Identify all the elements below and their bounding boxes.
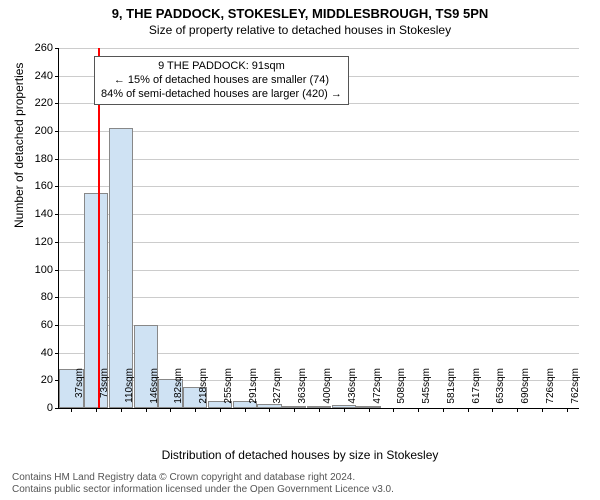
- y-tick-mark: [55, 408, 59, 409]
- chart-title-primary: 9, THE PADDOCK, STOKESLEY, MIDDLESBROUGH…: [0, 0, 600, 21]
- x-tick-mark: [121, 408, 122, 412]
- y-tick-mark: [55, 353, 59, 354]
- x-tick-mark: [96, 408, 97, 412]
- y-tick-label: 240: [23, 70, 53, 82]
- x-tick-mark: [492, 408, 493, 412]
- y-tick-label: 0: [23, 402, 53, 414]
- y-tick-label: 40: [23, 347, 53, 359]
- y-tick-label: 20: [23, 374, 53, 386]
- y-tick-mark: [55, 103, 59, 104]
- y-tick-label: 120: [23, 236, 53, 248]
- x-tick-mark: [542, 408, 543, 412]
- annotation-box: 9 THE PADDOCK: 91sqm← 15% of detached ho…: [94, 56, 349, 105]
- chart-container: 9, THE PADDOCK, STOKESLEY, MIDDLESBROUGH…: [0, 0, 600, 500]
- x-tick-mark: [146, 408, 147, 412]
- y-tick-label: 160: [23, 180, 53, 192]
- y-tick-mark: [55, 214, 59, 215]
- y-tick-label: 100: [23, 264, 53, 276]
- x-tick-label: 472sqm: [372, 368, 383, 412]
- x-tick-mark: [220, 408, 221, 412]
- annotation-line-1: 9 THE PADDOCK: 91sqm: [101, 60, 342, 74]
- gridline: [59, 270, 579, 271]
- x-tick-mark: [245, 408, 246, 412]
- y-tick-mark: [55, 131, 59, 132]
- y-tick-label: 80: [23, 291, 53, 303]
- gridline: [59, 131, 579, 132]
- y-tick-mark: [55, 325, 59, 326]
- footer-line-2: Contains public sector information licen…: [12, 484, 394, 496]
- x-tick-mark: [567, 408, 568, 412]
- y-axis-label: Number of detached properties: [12, 63, 26, 228]
- gridline: [59, 48, 579, 49]
- x-tick-mark: [517, 408, 518, 412]
- x-tick-mark: [269, 408, 270, 412]
- histogram-bar: [109, 128, 133, 408]
- chart-area: 02040608010012014016018020022024026037sq…: [58, 48, 578, 408]
- x-tick-mark: [393, 408, 394, 412]
- x-tick-mark: [468, 408, 469, 412]
- gridline: [59, 186, 579, 187]
- x-tick-label: 762sqm: [570, 368, 581, 412]
- x-tick-mark: [71, 408, 72, 412]
- y-tick-mark: [55, 297, 59, 298]
- x-tick-mark: [170, 408, 171, 412]
- y-tick-label: 60: [23, 319, 53, 331]
- x-tick-mark: [344, 408, 345, 412]
- gridline: [59, 297, 579, 298]
- y-tick-mark: [55, 242, 59, 243]
- y-tick-label: 200: [23, 125, 53, 137]
- x-tick-label: 581sqm: [446, 368, 457, 412]
- footer-attribution: Contains HM Land Registry data © Crown c…: [12, 472, 394, 496]
- y-tick-mark: [55, 48, 59, 49]
- y-tick-mark: [55, 76, 59, 77]
- y-tick-label: 140: [23, 208, 53, 220]
- y-tick-mark: [55, 159, 59, 160]
- footer-line-1: Contains HM Land Registry data © Crown c…: [12, 472, 394, 484]
- x-tick-mark: [195, 408, 196, 412]
- x-tick-label: 690sqm: [520, 368, 531, 412]
- x-axis-label: Distribution of detached houses by size …: [0, 448, 600, 462]
- x-tick-label: 545sqm: [421, 368, 432, 412]
- plot-region: 02040608010012014016018020022024026037sq…: [58, 48, 579, 409]
- x-tick-label: 653sqm: [495, 368, 506, 412]
- x-tick-mark: [319, 408, 320, 412]
- gridline: [59, 242, 579, 243]
- y-tick-label: 180: [23, 153, 53, 165]
- y-tick-mark: [55, 186, 59, 187]
- y-tick-label: 220: [23, 97, 53, 109]
- x-tick-mark: [443, 408, 444, 412]
- x-tick-mark: [369, 408, 370, 412]
- y-tick-label: 260: [23, 42, 53, 54]
- x-tick-label: 617sqm: [471, 368, 482, 412]
- chart-title-secondary: Size of property relative to detached ho…: [0, 21, 600, 37]
- x-tick-mark: [294, 408, 295, 412]
- annotation-line-2: ← 15% of detached houses are smaller (74…: [101, 74, 342, 88]
- x-tick-label: 726sqm: [545, 368, 556, 412]
- gridline: [59, 159, 579, 160]
- x-tick-label: 508sqm: [396, 368, 407, 412]
- x-tick-mark: [418, 408, 419, 412]
- gridline: [59, 214, 579, 215]
- y-tick-mark: [55, 270, 59, 271]
- annotation-line-3: 84% of semi-detached houses are larger (…: [101, 88, 342, 102]
